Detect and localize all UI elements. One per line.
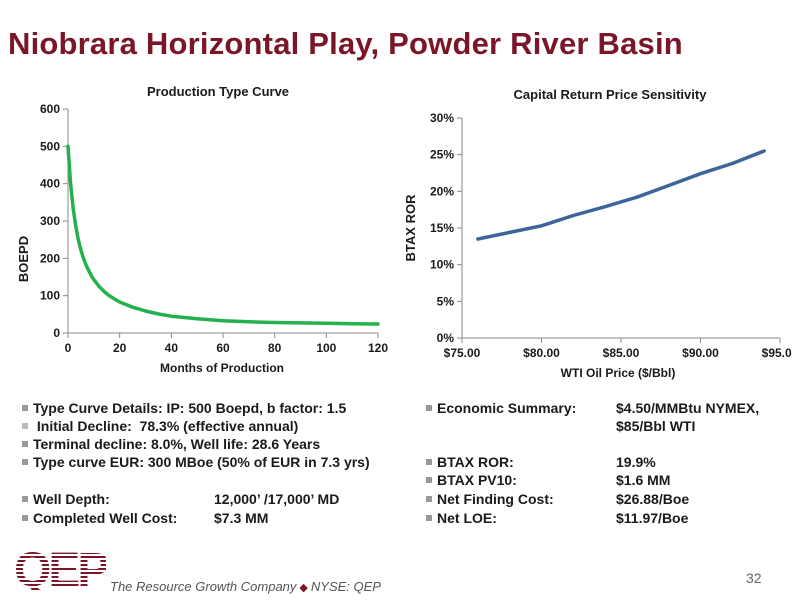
sensitivity-chart-svg: Capital Return Price Sensitivity BTAX RO… <box>403 87 799 380</box>
detail-text: Initial Decline: 78.3% (effective annual… <box>33 418 299 434</box>
y-tick-label: 15% <box>430 221 454 235</box>
series-line <box>66 144 380 326</box>
y-tick-label: 25% <box>430 148 454 162</box>
x-tick-label: 120 <box>368 341 388 355</box>
footer-tagline: The Resource Growth Company ◆ NYSE: QEP <box>110 579 381 594</box>
bullet-icon <box>22 405 28 411</box>
bullet-icon <box>426 496 432 502</box>
detail-row: Terminal decline: 8.0%, Well life: 28.6 … <box>22 435 320 453</box>
net-loe-label: Net LOE: <box>437 510 497 526</box>
y-tick-label: 600 <box>40 102 60 116</box>
well-depth-row: Well Depth: <box>22 490 110 508</box>
y-tick-label: 300 <box>40 214 60 228</box>
page-number: 32 <box>746 570 762 586</box>
detail-text: Type Curve Details: IP: 500 Boepd, b fac… <box>33 400 347 416</box>
btax-ror-row: BTAX ROR: <box>426 453 514 471</box>
finding-cost-value: $26.88/Boe <box>616 491 690 507</box>
economic-summary-value-1: $4.50/MMBtu NYMEX, <box>616 400 760 416</box>
chart-title: Production Type Curve <box>147 84 289 99</box>
btax-pv10-value: $1.6 MM <box>616 472 671 488</box>
x-tick-label: $90.00 <box>682 346 719 360</box>
bullet-icon <box>22 515 28 521</box>
detail-text: Terminal decline: 8.0%, Well life: 28.6 … <box>33 436 321 452</box>
bullet-icon <box>426 459 432 465</box>
detail-row: Initial Decline: 78.3% (effective annual… <box>22 417 298 435</box>
y-tick-label: 20% <box>430 184 454 198</box>
tick-labels: 0 100 200 300 400 500 600 0 20 40 60 80 100 120 <box>40 102 388 355</box>
economic-summary-row: Economic Summary: <box>426 399 576 417</box>
net-loe-value: $11.97/Boe <box>616 510 689 526</box>
y-axis-label: BOEPD <box>16 236 31 282</box>
finding-cost-label: Net Finding Cost: <box>437 491 554 507</box>
bullet-icon <box>426 477 432 483</box>
diamond-icon: ◆ <box>299 582 308 594</box>
x-tick-label: 80 <box>268 341 282 355</box>
series <box>476 149 766 241</box>
economic-summary-value-2: $85/Bbl WTI <box>616 418 696 434</box>
y-tick-label: 100 <box>40 289 60 303</box>
qep-logo: QEP <box>14 544 106 592</box>
x-axis-label: Months of Production <box>160 361 284 375</box>
tagline-text: The Resource Growth Company <box>110 579 297 594</box>
net-loe-row: Net LOE: <box>426 509 497 527</box>
y-tick-label: 5% <box>437 294 455 308</box>
axes <box>63 108 379 338</box>
bullet-icon <box>22 459 28 465</box>
x-tick-label: 100 <box>316 341 336 355</box>
series <box>66 144 380 326</box>
btax-ror-label: BTAX ROR: <box>437 454 514 470</box>
x-axis-label: WTI Oil Price ($/Bbl) <box>561 366 676 380</box>
bullet-icon <box>22 441 28 447</box>
tick-labels: 0% 5% 10% 15% 20% 25% 30% $75.00 $80.00 $85.00 $90… <box>430 111 799 360</box>
slide-title: Niobrara Horizontal Play, Powder River B… <box>8 26 683 61</box>
finding-cost-row: Net Finding Cost: <box>426 490 554 508</box>
price-sensitivity-chart: Capital Return Price Sensitivity BTAX RO… <box>400 80 799 390</box>
economic-summary-label: Economic Summary: <box>437 400 577 416</box>
x-tick-label: 20 <box>113 341 127 355</box>
production-type-curve-chart: Production Type Curve BOEPD Months of Pr… <box>8 76 400 382</box>
x-tick-label: $75.00 <box>444 346 481 360</box>
ticker-text: NYSE: QEP <box>310 579 381 594</box>
bullet-icon <box>22 423 28 429</box>
production-chart-svg: Production Type Curve BOEPD Months of Pr… <box>16 84 388 375</box>
series-line <box>476 149 766 241</box>
bullet-icon <box>426 515 432 521</box>
bullet-icon <box>426 405 432 411</box>
btax-ror-value: 19.9% <box>616 454 656 470</box>
detail-text: Type curve EUR: 300 MBoe (50% of EUR in … <box>33 454 370 470</box>
logo-text: QEP <box>14 544 106 592</box>
detail-row: Type Curve Details: IP: 500 Boepd, b fac… <box>22 399 346 417</box>
y-tick-label: 400 <box>40 177 60 191</box>
y-tick-label: 10% <box>430 258 454 272</box>
x-tick-label: $85.00 <box>603 346 640 360</box>
btax-pv10-label: BTAX PV10: <box>437 472 517 488</box>
y-tick-label: 0% <box>437 331 455 345</box>
y-tick-label: 200 <box>40 251 60 265</box>
y-tick-label: 0 <box>53 326 60 340</box>
btax-pv10-row: BTAX PV10: <box>426 471 517 489</box>
x-tick-label: 0 <box>65 341 72 355</box>
y-tick-label: 500 <box>40 139 60 153</box>
well-cost-value: $7.3 MM <box>214 510 269 526</box>
well-depth-label: Well Depth: <box>33 491 110 507</box>
well-cost-label: Completed Well Cost: <box>33 510 178 526</box>
x-tick-label: $80.00 <box>523 346 560 360</box>
y-axis-label: BTAX ROR <box>403 194 418 262</box>
y-tick-label: 30% <box>430 111 454 125</box>
x-tick-label: 60 <box>216 341 230 355</box>
detail-row: Type curve EUR: 300 MBoe (50% of EUR in … <box>22 453 370 471</box>
well-cost-row: Completed Well Cost: <box>22 509 177 527</box>
x-tick-label: 40 <box>165 341 179 355</box>
well-depth-value: 12,000’ /17,000’ MD <box>214 491 340 507</box>
axes <box>457 117 781 343</box>
x-tick-label: $95.00 <box>762 346 792 360</box>
bullet-icon <box>22 496 28 502</box>
chart-title: Capital Return Price Sensitivity <box>514 87 708 102</box>
